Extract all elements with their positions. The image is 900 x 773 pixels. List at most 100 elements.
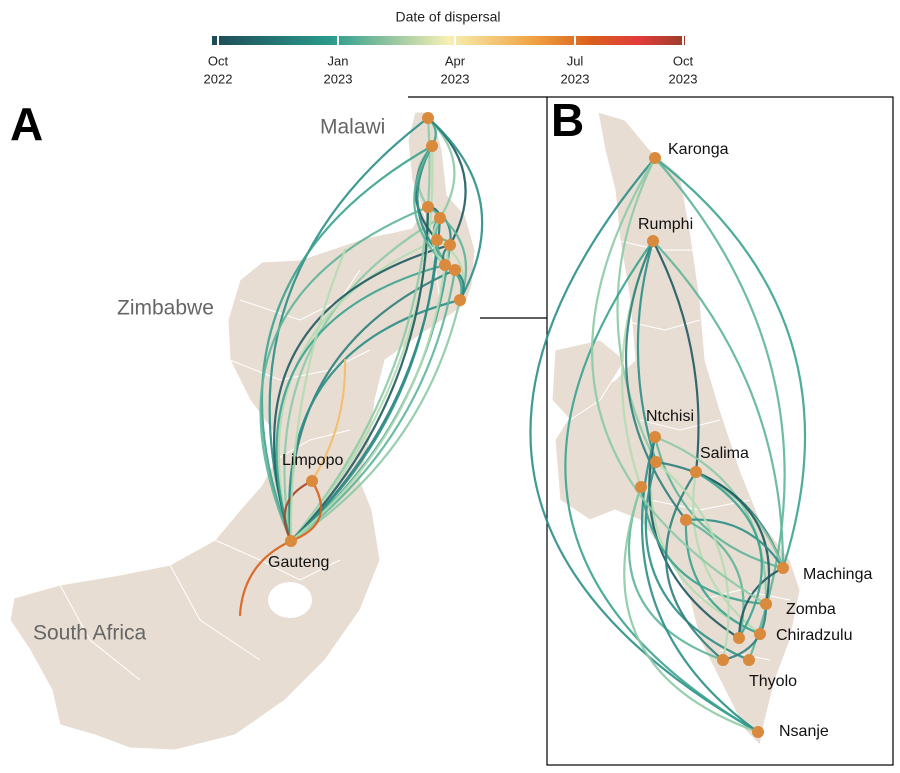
dispersal-arc	[653, 156, 807, 570]
place-label: Machinga	[803, 566, 872, 583]
dispersal-arc	[426, 116, 484, 302]
location-node	[647, 235, 659, 247]
dispersal-arc	[275, 263, 447, 543]
location-node	[649, 152, 661, 164]
dispersal-arc	[564, 239, 760, 734]
dispersal-arc	[260, 144, 434, 543]
dispersal-arc	[684, 518, 762, 636]
location-node	[680, 514, 692, 526]
dispersal-arc	[272, 243, 452, 543]
dispersal-arc	[694, 470, 763, 640]
location-node	[635, 481, 647, 493]
location-node	[649, 431, 661, 443]
country-label: Malawi	[320, 116, 385, 139]
place-label: Chiradzulu	[776, 627, 852, 644]
country-label: South Africa	[33, 622, 147, 645]
location-node	[422, 112, 434, 124]
dispersal-arc	[651, 239, 700, 474]
dispersal-arc	[665, 470, 725, 662]
location-node	[717, 654, 729, 666]
dispersal-arc	[721, 602, 768, 662]
tick-month: Jan	[328, 53, 349, 68]
location-node	[434, 212, 446, 224]
tick-gap	[337, 34, 339, 47]
tick-year: 2023	[324, 71, 353, 86]
dispersal-arc	[639, 485, 768, 606]
place-label: Salima	[700, 445, 749, 462]
tick-month: Apr	[445, 53, 466, 68]
legend-ticks: Oct 2022 Jan 2023 Apr 2023 Jul 2023 Oct 2023	[204, 34, 698, 86]
dispersal-arc	[238, 539, 293, 617]
place-label: Thyolo	[749, 673, 797, 690]
dispersal-arc	[289, 298, 462, 543]
tick-year: 2023	[441, 71, 470, 86]
tick-gap	[682, 34, 684, 47]
location-node	[743, 654, 755, 666]
panel-label: B	[551, 94, 584, 146]
dispersal-arc	[259, 205, 430, 543]
dispersal-arc	[636, 239, 658, 464]
place-label: Ntchisi	[646, 408, 694, 425]
dispersal-arc	[623, 485, 760, 734]
dispersal-arc	[644, 460, 751, 662]
place-label: Karonga	[668, 141, 729, 158]
legend-title: Date of dispersal	[395, 9, 500, 25]
dispersal-arc	[289, 205, 430, 543]
place-label: Zomba	[786, 601, 836, 618]
location-node	[754, 628, 766, 640]
tick-gap	[454, 34, 456, 47]
location-node	[444, 239, 456, 251]
dispersal-arc	[653, 156, 786, 662]
dispersal-arc	[651, 239, 785, 570]
nodes-a	[285, 112, 466, 547]
dispersal-arc	[653, 435, 785, 570]
dispersal-arc	[413, 144, 447, 267]
place-label: Rumphi	[638, 216, 693, 233]
dispersal-arc	[684, 518, 785, 570]
location-node	[454, 294, 466, 306]
dispersal-arc	[654, 460, 730, 662]
tick-gap	[574, 34, 576, 47]
dispersal-arc	[684, 518, 745, 640]
location-node	[422, 201, 434, 213]
dispersal-arc	[616, 156, 658, 464]
location-node	[650, 456, 662, 468]
tick-month: Oct	[673, 53, 694, 68]
dispersal-arc	[529, 156, 760, 734]
location-node	[431, 234, 443, 246]
dispersal-arc	[310, 358, 347, 483]
tick-gap	[217, 34, 219, 47]
tick-month: Jul	[567, 53, 584, 68]
tick-year: 2023	[669, 71, 698, 86]
location-node	[285, 535, 297, 547]
dispersal-arc	[283, 216, 442, 543]
dispersal-arc	[289, 268, 457, 543]
dispersal-arc	[737, 566, 785, 640]
dispersal-arc	[289, 263, 447, 543]
tick-year: 2022	[204, 71, 233, 86]
location-node	[426, 140, 438, 152]
dispersal-arc	[289, 238, 439, 543]
dispersal-arc	[694, 470, 771, 606]
zoom-connector	[408, 96, 547, 319]
tick-month: Oct	[208, 53, 229, 68]
panel-b-frame	[546, 96, 894, 766]
location-node	[449, 264, 461, 276]
place-label: Nsanje	[779, 723, 829, 740]
color-bar	[212, 36, 685, 45]
dispersal-arc	[648, 435, 741, 640]
country-label: Zimbabwe	[117, 297, 214, 320]
map-a-land	[9, 111, 476, 751]
dispersal-arc	[289, 116, 431, 543]
tick-year: 2023	[561, 71, 590, 86]
location-node	[752, 726, 764, 738]
dispersal-arc	[283, 479, 314, 543]
panel-label: A	[10, 98, 43, 150]
location-node	[777, 562, 789, 574]
location-node	[733, 632, 745, 644]
location-node	[690, 466, 702, 478]
dispersal-arc	[289, 479, 322, 543]
nodes-b	[635, 152, 789, 738]
place-label: Limpopo	[282, 452, 343, 469]
